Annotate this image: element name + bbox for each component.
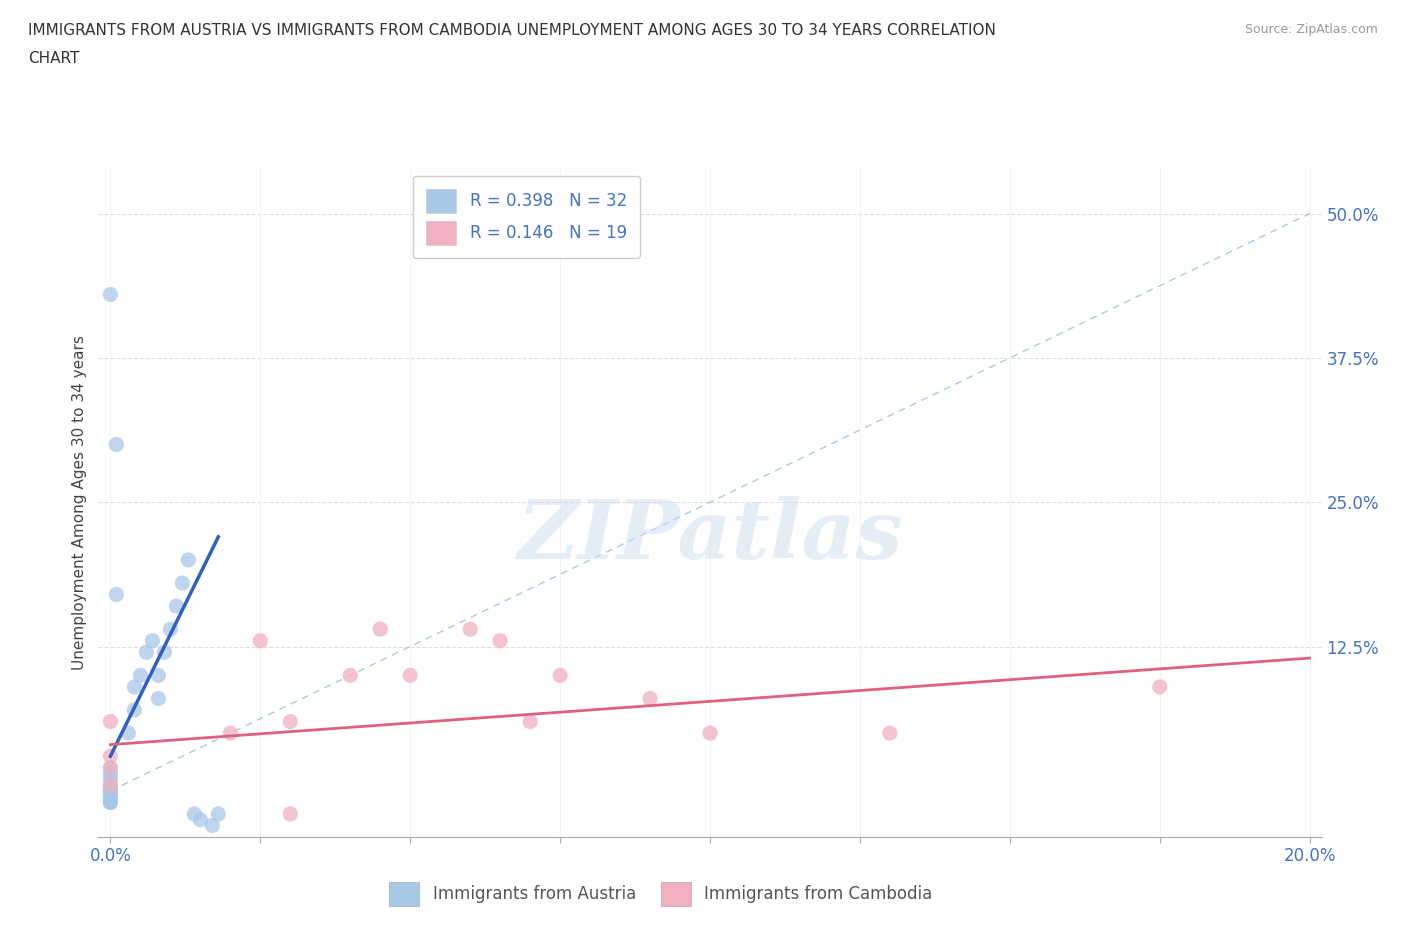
Point — [278, 806, 301, 821]
Legend: Immigrants from Austria, Immigrants from Cambodia: Immigrants from Austria, Immigrants from… — [382, 875, 939, 912]
Point — [278, 714, 301, 729]
Point — [100, 790, 122, 804]
Point — [399, 668, 422, 683]
Point — [100, 714, 122, 729]
Point — [100, 761, 122, 776]
Point — [117, 725, 139, 740]
Point — [183, 806, 205, 821]
Text: IMMIGRANTS FROM AUSTRIA VS IMMIGRANTS FROM CAMBODIA UNEMPLOYMENT AMONG AGES 30 T: IMMIGRANTS FROM AUSTRIA VS IMMIGRANTS FR… — [28, 23, 995, 38]
Point — [100, 795, 122, 810]
Point — [368, 622, 391, 637]
Text: Source: ZipAtlas.com: Source: ZipAtlas.com — [1244, 23, 1378, 36]
Point — [489, 633, 512, 648]
Point — [100, 287, 122, 302]
Point — [100, 766, 122, 781]
Point — [548, 668, 571, 683]
Point — [519, 714, 541, 729]
Point — [129, 668, 152, 683]
Point — [159, 622, 181, 637]
Point — [153, 644, 176, 659]
Point — [148, 691, 170, 706]
Point — [141, 633, 163, 648]
Point — [188, 812, 211, 827]
Point — [1149, 680, 1171, 695]
Point — [165, 599, 187, 614]
Y-axis label: Unemployment Among Ages 30 to 34 years: Unemployment Among Ages 30 to 34 years — [72, 335, 87, 670]
Point — [100, 749, 122, 764]
Point — [172, 576, 194, 591]
Point — [339, 668, 361, 683]
Point — [638, 691, 661, 706]
Point — [100, 795, 122, 810]
Point — [219, 725, 242, 740]
Point — [148, 668, 170, 683]
Text: ZIPatlas: ZIPatlas — [517, 496, 903, 576]
Point — [105, 437, 128, 452]
Legend: R = 0.398   N = 32, R = 0.146   N = 19: R = 0.398 N = 32, R = 0.146 N = 19 — [413, 176, 640, 258]
Point — [249, 633, 271, 648]
Point — [100, 783, 122, 798]
Point — [100, 777, 122, 792]
Text: CHART: CHART — [28, 51, 80, 66]
Point — [201, 818, 224, 833]
Point — [100, 783, 122, 798]
Point — [177, 552, 200, 567]
Point — [105, 587, 128, 602]
Point — [207, 806, 229, 821]
Point — [699, 725, 721, 740]
Point — [458, 622, 481, 637]
Point — [100, 777, 122, 792]
Point — [100, 783, 122, 798]
Point — [100, 790, 122, 804]
Point — [100, 772, 122, 787]
Point — [100, 761, 122, 776]
Point — [100, 795, 122, 810]
Point — [135, 644, 157, 659]
Point — [879, 725, 901, 740]
Point — [124, 702, 146, 717]
Point — [124, 680, 146, 695]
